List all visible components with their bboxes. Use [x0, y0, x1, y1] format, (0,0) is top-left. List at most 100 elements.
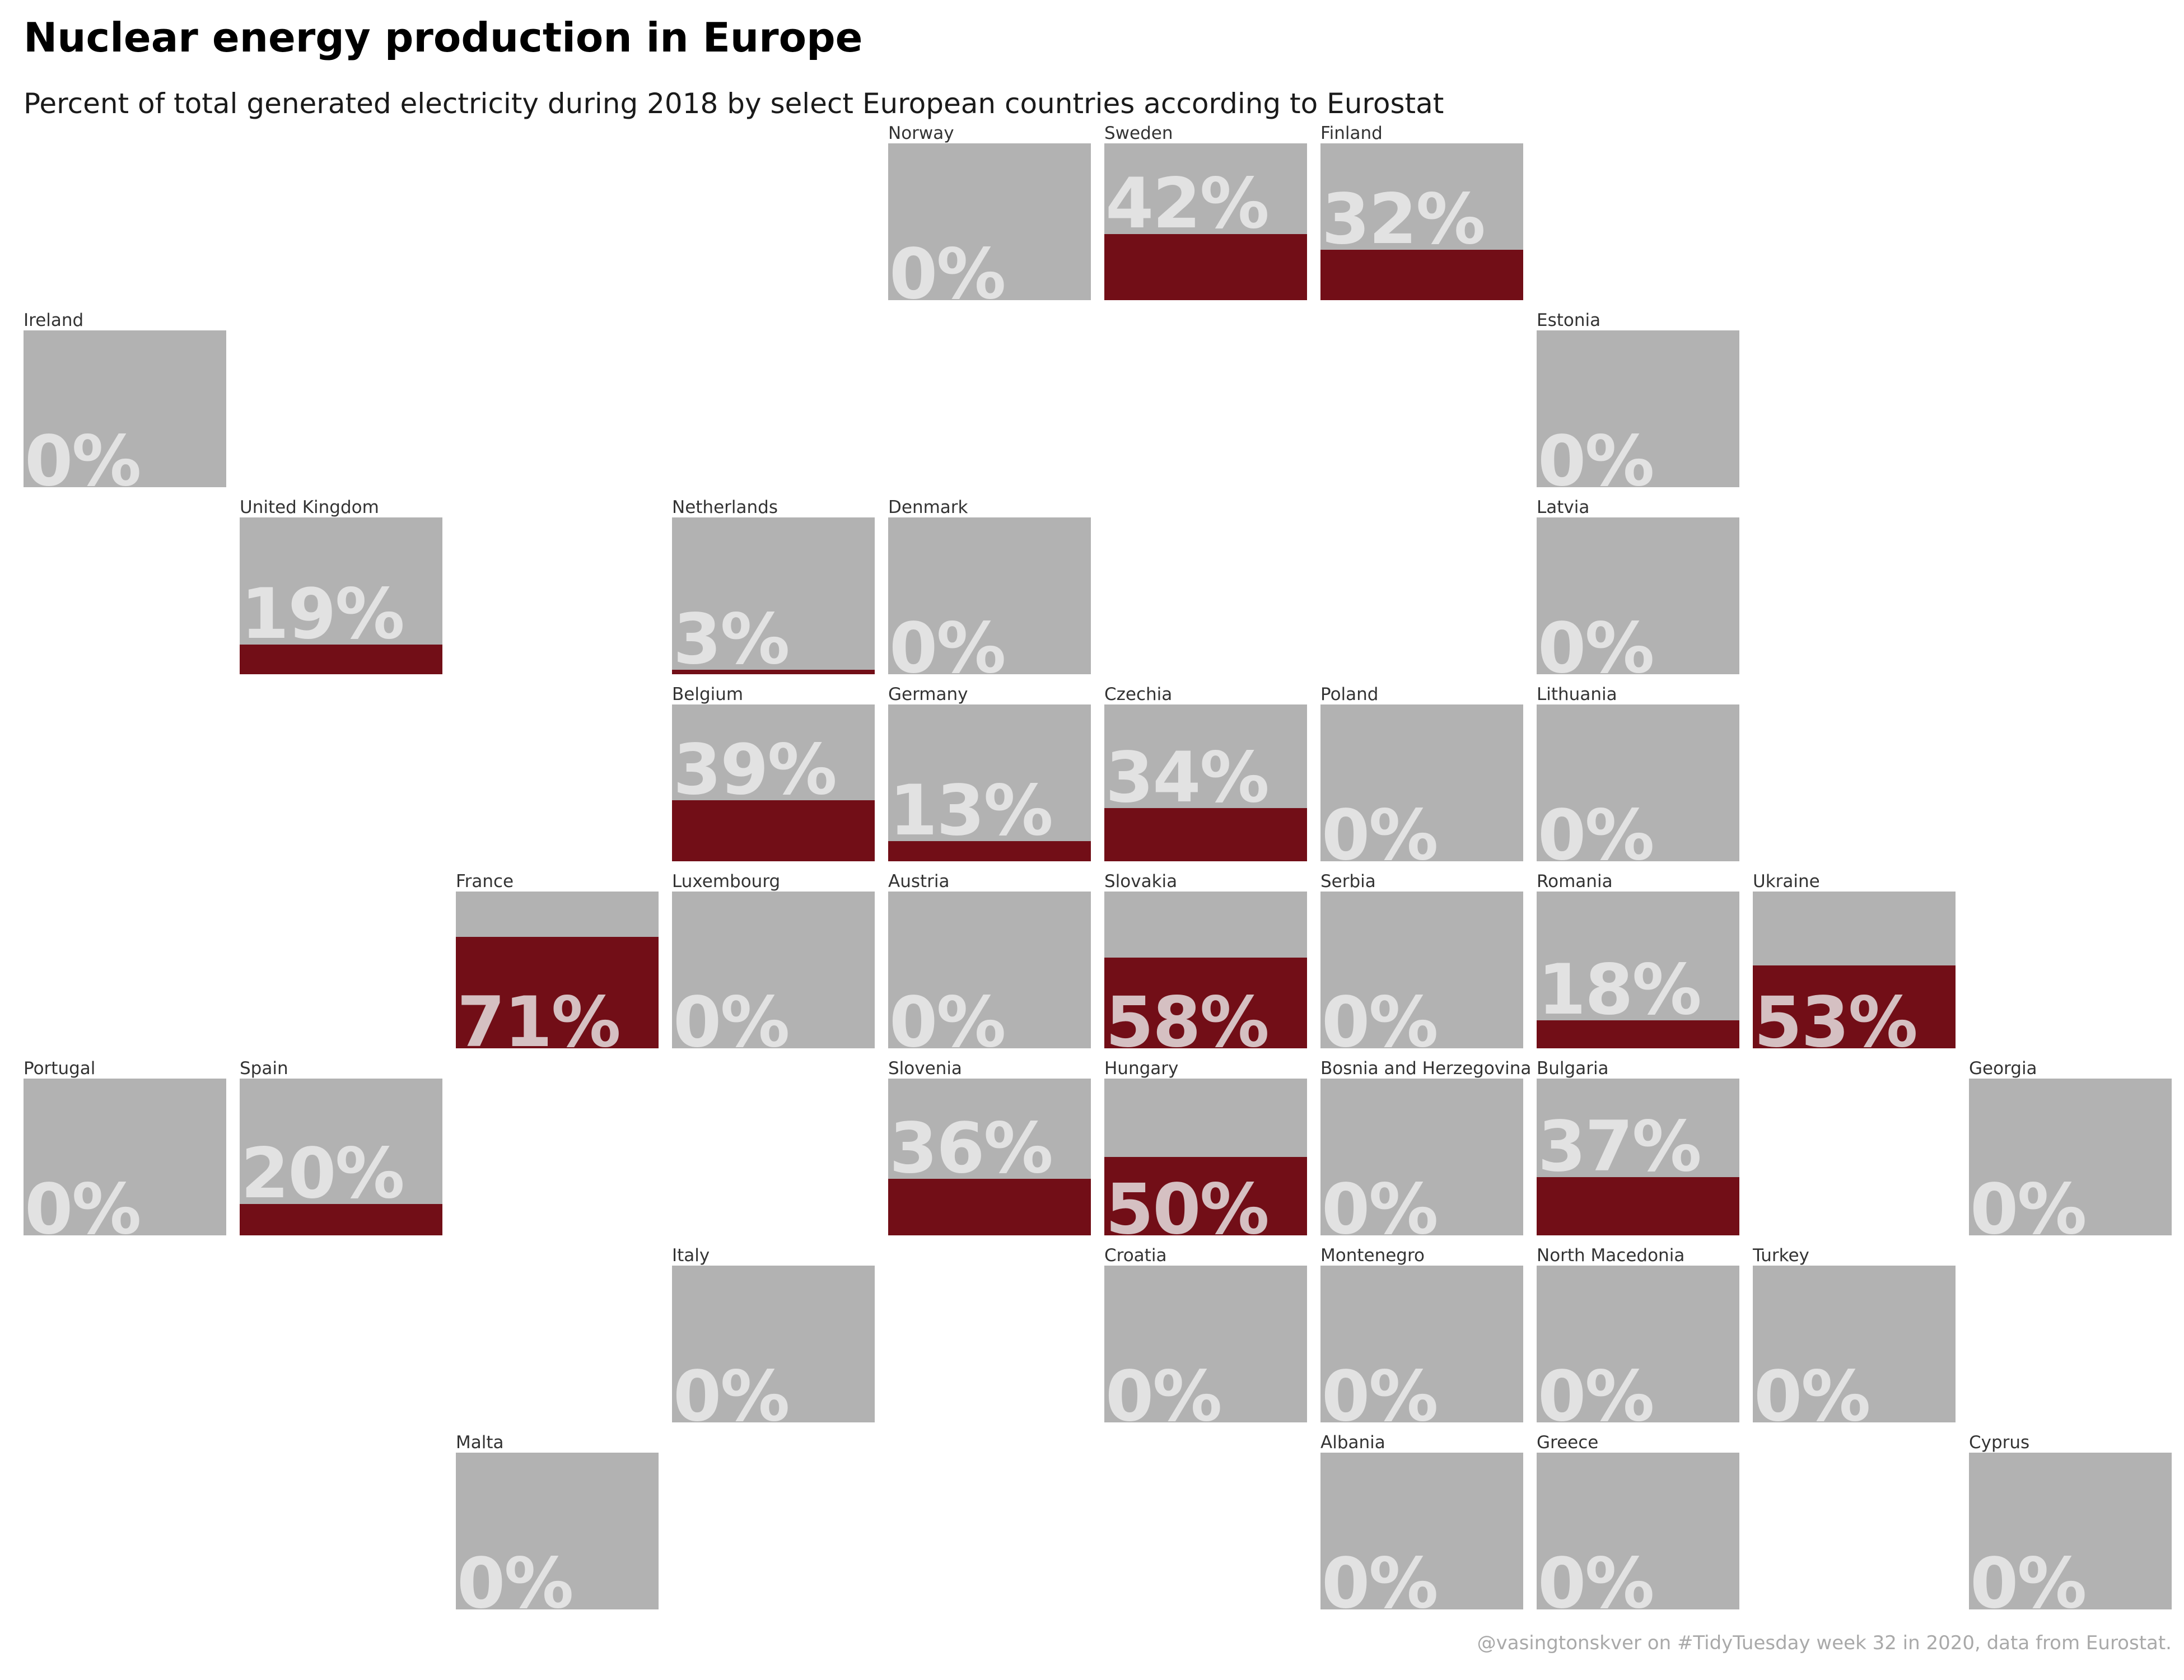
country-name: Serbia [1320, 871, 1376, 892]
country-tile-background: 0% [672, 1266, 875, 1422]
country-tile-belgium: Belgium 39% [672, 684, 875, 861]
nuclear-share-value: 0% [1538, 1356, 1655, 1422]
country-name: Germany [888, 684, 968, 704]
country-tile-background: 0% [456, 1453, 659, 1609]
country-name: Italy [672, 1245, 710, 1266]
country-tile-netherlands: Netherlands 3% [672, 497, 875, 674]
country-tile-background: 13% [888, 704, 1091, 861]
nuclear-share-bar [240, 644, 442, 674]
country-tile-poland: Poland 0% [1320, 684, 1523, 861]
country-name: Czechia [1104, 684, 1173, 704]
nuclear-share-bar [1104, 1157, 1307, 1235]
country-name: Bulgaria [1537, 1058, 1609, 1079]
nuclear-share-value: 0% [673, 982, 790, 1048]
country-tile-background: 0% [1104, 1266, 1307, 1422]
nuclear-share-value: 0% [889, 608, 1006, 674]
country-tile-background: 32% [1320, 143, 1523, 300]
country-name: Cyprus [1969, 1432, 2030, 1453]
nuclear-share-value: 0% [1322, 795, 1439, 861]
nuclear-share-value: 34% [1105, 737, 1270, 818]
country-tile-background: 0% [1320, 1079, 1523, 1235]
country-name: Lithuania [1537, 684, 1617, 704]
country-tile-ireland: Ireland 0% [24, 310, 226, 487]
country-tile-turkey: Turkey 0% [1753, 1245, 1956, 1422]
country-tile-background: 53% [1753, 892, 1956, 1048]
nuclear-share-value: 42% [1105, 164, 1270, 245]
country-tile-romania: Romania 18% [1537, 871, 1739, 1048]
country-tile-background: 3% [672, 517, 875, 674]
country-tile-background: 0% [1537, 1266, 1739, 1422]
nuclear-share-value: 0% [1322, 1169, 1439, 1235]
country-name: North Macedonia [1537, 1245, 1685, 1266]
nuclear-share-value: 0% [889, 234, 1006, 300]
country-name: Ukraine [1753, 871, 1820, 892]
country-name: Netherlands [672, 497, 778, 517]
nuclear-share-bar [1320, 250, 1523, 300]
country-tile-background: 0% [1320, 1453, 1523, 1609]
country-tile-background: 0% [1320, 1266, 1523, 1422]
nuclear-share-bar [888, 841, 1091, 861]
nuclear-share-value: 20% [241, 1133, 405, 1214]
nuclear-share-value: 0% [1105, 1356, 1222, 1422]
country-name: Hungary [1104, 1058, 1179, 1079]
country-tile-cyprus: Cyprus 0% [1969, 1432, 2172, 1609]
nuclear-share-bar [1537, 1177, 1739, 1235]
country-tile-serbia: Serbia 0% [1320, 871, 1523, 1048]
country-tile-portugal: Portugal 0% [24, 1058, 226, 1235]
chart-title: Nuclear energy production in Europe [24, 14, 863, 61]
country-name: Sweden [1104, 123, 1173, 143]
country-tile-background: 0% [24, 330, 226, 487]
country-tile-germany: Germany 13% [888, 684, 1091, 861]
country-tile-background: 20% [240, 1079, 442, 1235]
nuclear-share-value: 53% [1754, 982, 1918, 1048]
country-name: Ireland [24, 310, 84, 330]
country-tile-georgia: Georgia 0% [1969, 1058, 2172, 1235]
nuclear-share-value: 3% [673, 599, 790, 674]
chart-caption: @vasingtonskver on #TidyTuesday week 32 … [1477, 1632, 2172, 1654]
country-tile-bosnia-and-herzegovina: Bosnia and Herzegovina 0% [1320, 1058, 1531, 1235]
nuclear-share-bar [1104, 234, 1307, 300]
country-name: Portugal [24, 1058, 96, 1079]
country-tile-montenegro: Montenegro 0% [1320, 1245, 1523, 1422]
country-name: Greece [1537, 1432, 1599, 1453]
country-tile-background: 0% [888, 143, 1091, 300]
country-tile-background: 71% [456, 892, 659, 1048]
nuclear-share-bar [888, 1179, 1091, 1235]
nuclear-share-bar [672, 800, 875, 861]
country-name: France [456, 871, 514, 892]
country-tile-background: 0% [888, 892, 1091, 1048]
country-name: Norway [888, 123, 954, 143]
country-tile-sweden: Sweden 42% [1104, 123, 1307, 300]
country-tile-france: France 71% [456, 871, 659, 1048]
country-tile-background: 19% [240, 517, 442, 674]
country-name: Malta [456, 1432, 504, 1453]
country-tile-hungary: Hungary 50% [1104, 1058, 1307, 1235]
country-tile-greece: Greece 0% [1537, 1432, 1739, 1609]
country-tile-background: 0% [1969, 1079, 2172, 1235]
country-tile-background: 50% [1104, 1079, 1307, 1235]
country-name: Latvia [1537, 497, 1590, 517]
nuclear-share-value: 0% [25, 421, 142, 487]
country-name: Croatia [1104, 1245, 1167, 1266]
nuclear-share-value: 32% [1322, 179, 1486, 260]
nuclear-share-value: 0% [25, 1169, 142, 1235]
country-name: Finland [1320, 123, 1383, 143]
country-name: Belgium [672, 684, 744, 704]
country-tile-background: 0% [24, 1079, 226, 1235]
country-tile-background: 0% [1969, 1453, 2172, 1609]
nuclear-share-bar [1537, 1020, 1739, 1048]
country-name: Estonia [1537, 310, 1601, 330]
country-tile-background: 58% [1104, 892, 1307, 1048]
nuclear-share-value: 0% [1970, 1543, 2087, 1609]
nuclear-share-value: 0% [1970, 1169, 2087, 1235]
nuclear-share-value: 0% [457, 1543, 574, 1609]
country-tile-croatia: Croatia 0% [1104, 1245, 1307, 1422]
country-tile-luxembourg: Luxembourg 0% [672, 871, 875, 1048]
country-tile-background: 0% [1537, 330, 1739, 487]
country-tile-ukraine: Ukraine 53% [1753, 871, 1956, 1048]
country-tile-norway: Norway 0% [888, 123, 1091, 300]
country-name: Luxembourg [672, 871, 781, 892]
nuclear-share-bar [240, 1204, 442, 1235]
country-name: Slovenia [888, 1058, 962, 1079]
